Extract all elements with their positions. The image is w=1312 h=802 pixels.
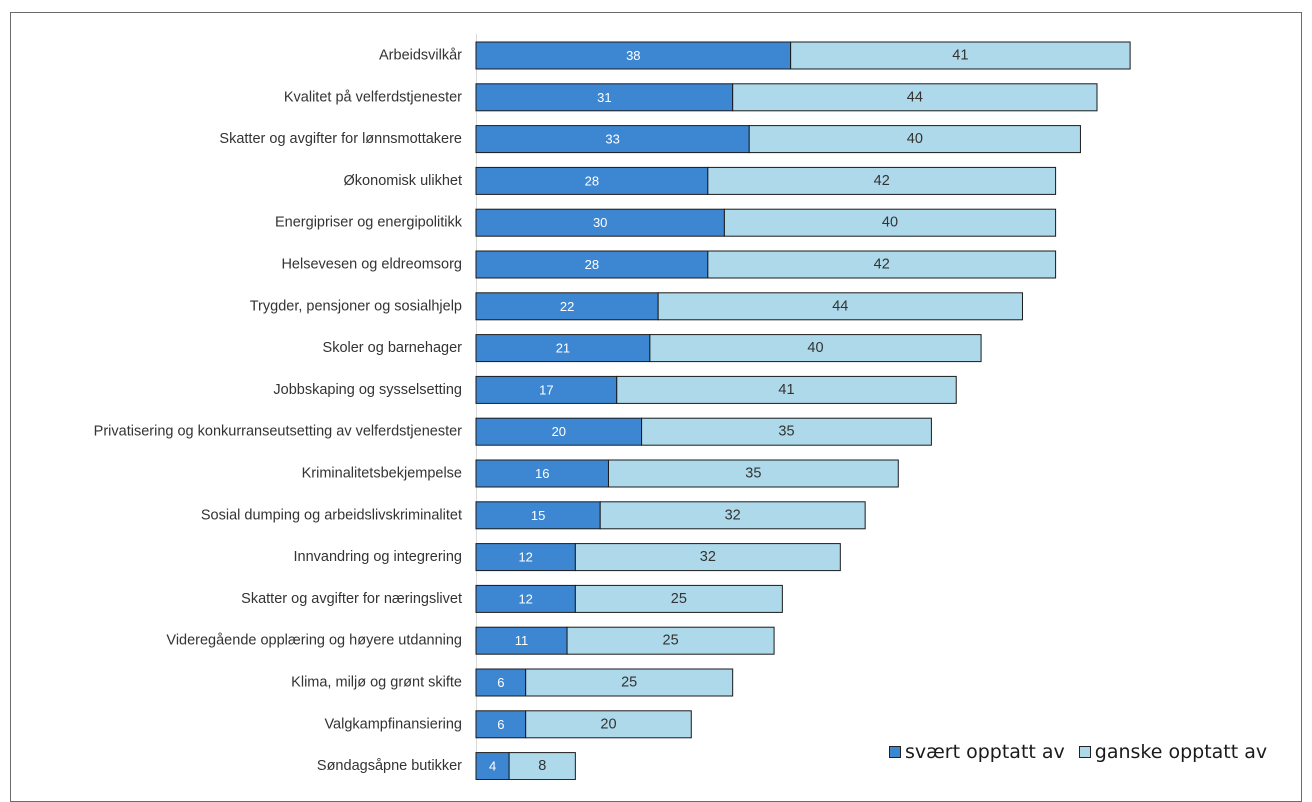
- bar-ganske-opptatt: [599, 501, 866, 530]
- legend-swatch-svaert: [889, 746, 901, 758]
- bar-ganske-opptatt: [574, 584, 783, 613]
- category-label: Trygder, pensjoner og sosialhjelp: [250, 298, 462, 314]
- category-label: Kriminalitetsbekjempelse: [302, 466, 462, 482]
- bar-svaert-opptatt: [475, 417, 643, 446]
- category-label: Jobbskaping og sysselsetting: [273, 382, 462, 398]
- data-label-ganske: 40: [882, 215, 898, 231]
- bar-ganske-opptatt: [525, 668, 734, 697]
- category-label: Videregående opplæring og høyere utdanni…: [166, 633, 462, 649]
- data-label-svaert: 31: [597, 90, 611, 105]
- bar-ganske-opptatt: [657, 292, 1023, 321]
- category-label: Privatisering og konkurranseutsetting av…: [94, 424, 462, 440]
- category-labels-group: Arbeidsvilkår Kvalitet på velferdstjenest…: [94, 48, 463, 775]
- bar-ganske-opptatt: [574, 543, 841, 572]
- data-label-svaert: 16: [535, 466, 549, 481]
- data-label-svaert: 30: [593, 215, 607, 230]
- category-label: Skatter og avgifter for lønnsmottakere: [219, 131, 462, 147]
- bar-ganske-opptatt: [616, 375, 957, 404]
- category-label: Helsevesen og eldreomsorg: [281, 257, 462, 273]
- data-label-svaert: 17: [539, 382, 553, 397]
- category-label: Klima, miljø og grønt skifte: [291, 675, 462, 691]
- data-label-svaert: 22: [560, 299, 574, 314]
- bar-ganske-opptatt: [707, 250, 1057, 279]
- legend-item-svaert: svært opptatt av: [889, 741, 1065, 763]
- data-label-svaert: 6: [497, 675, 504, 690]
- legend: svært opptatt av ganske opptatt av: [889, 741, 1267, 763]
- category-label: Arbeidsvilkår: [379, 48, 462, 64]
- data-label-ganske: 20: [600, 716, 616, 732]
- data-label-svaert: 21: [556, 341, 570, 356]
- bar-svaert-opptatt: [475, 166, 709, 195]
- bar-svaert-opptatt: [475, 668, 527, 697]
- category-label: Skatter og avgifter for næringslivet: [241, 591, 462, 607]
- data-label-ganske: 42: [874, 257, 890, 273]
- bar-svaert-opptatt: [475, 543, 576, 572]
- data-label-ganske: 42: [874, 173, 890, 189]
- bar-svaert-opptatt: [475, 334, 651, 363]
- data-label-ganske: 35: [745, 466, 761, 482]
- bar-svaert-opptatt: [475, 501, 601, 530]
- data-label-ganske: 32: [700, 549, 716, 565]
- bar-ganske-opptatt: [732, 83, 1098, 112]
- bar-ganske-opptatt: [649, 334, 982, 363]
- category-label: Søndagsåpne butikker: [317, 758, 462, 774]
- bar-svaert-opptatt: [475, 626, 568, 655]
- data-label-svaert: 28: [585, 173, 599, 188]
- data-label-svaert: 12: [518, 591, 532, 606]
- data-label-svaert: 6: [497, 717, 504, 732]
- data-label-ganske: 32: [725, 507, 741, 523]
- bar-ganske-opptatt: [723, 208, 1057, 237]
- data-label-svaert: 38: [626, 48, 640, 63]
- data-label-svaert: 20: [552, 424, 566, 439]
- data-label-ganske: 41: [778, 382, 794, 398]
- bar-svaert-opptatt: [475, 710, 527, 739]
- category-label: Økonomisk ulikhet: [344, 173, 462, 189]
- bar-ganske-opptatt: [790, 41, 1131, 70]
- bar-svaert-opptatt: [475, 83, 734, 112]
- category-label: Valgkampfinansiering: [324, 716, 462, 732]
- data-label-svaert: 12: [518, 550, 532, 565]
- bar-ganske-opptatt: [525, 710, 692, 739]
- category-label: Skoler og barnehager: [323, 340, 463, 356]
- data-label-ganske: 25: [621, 675, 637, 691]
- stacked-bar-chart: 38 41 31 44 33 40 28 42 30 40 28 42 22 44 21 40 17 41 20 35…: [94, 34, 1131, 780]
- data-label-ganske: 40: [907, 131, 923, 147]
- data-label-svaert: 4: [489, 759, 496, 774]
- bar-ganske-opptatt: [641, 417, 932, 446]
- legend-label-ganske: ganske opptatt av: [1094, 741, 1268, 763]
- bar-svaert-opptatt: [475, 459, 609, 488]
- bar-ganske-opptatt: [748, 125, 1081, 154]
- bar-svaert-opptatt: [475, 208, 725, 237]
- data-label-ganske: 8: [538, 758, 546, 774]
- data-label-ganske: 35: [778, 424, 794, 440]
- bar-ganske-opptatt: [707, 166, 1057, 195]
- data-label-ganske: 40: [807, 340, 823, 356]
- legend-item-ganske: ganske opptatt av: [1078, 741, 1268, 763]
- bars-group: 38 41 31 44 33 40 28 42 30 40 28 42 22 44 21 40 17 41 20 35…: [475, 41, 1131, 780]
- data-label-svaert: 33: [605, 132, 619, 147]
- bar-svaert-opptatt: [475, 375, 618, 404]
- data-label-ganske: 44: [832, 298, 848, 314]
- data-label-ganske: 25: [671, 591, 687, 607]
- bar-svaert-opptatt: [475, 292, 659, 321]
- legend-label-svaert: svært opptatt av: [905, 741, 1065, 763]
- data-label-svaert: 11: [515, 633, 529, 648]
- data-label-svaert: 28: [585, 257, 599, 272]
- data-label-svaert: 15: [531, 508, 545, 523]
- data-label-ganske: 25: [663, 633, 679, 649]
- bar-svaert-opptatt: [475, 584, 576, 613]
- data-label-ganske: 41: [952, 48, 968, 64]
- bar-ganske-opptatt: [566, 626, 775, 655]
- bar-svaert-opptatt: [475, 41, 792, 70]
- bar-ganske-opptatt: [607, 459, 899, 488]
- bar-svaert-opptatt: [475, 250, 709, 279]
- category-label: Kvalitet på velferdstjenester: [284, 89, 462, 105]
- legend-swatch-ganske: [1078, 746, 1091, 758]
- category-label: Sosial dumping og arbeidslivskriminalite…: [201, 507, 462, 523]
- category-label: Innvandring og integrering: [294, 549, 462, 565]
- category-label: Energipriser og energipolitikk: [275, 215, 463, 231]
- data-label-ganske: 44: [907, 89, 923, 105]
